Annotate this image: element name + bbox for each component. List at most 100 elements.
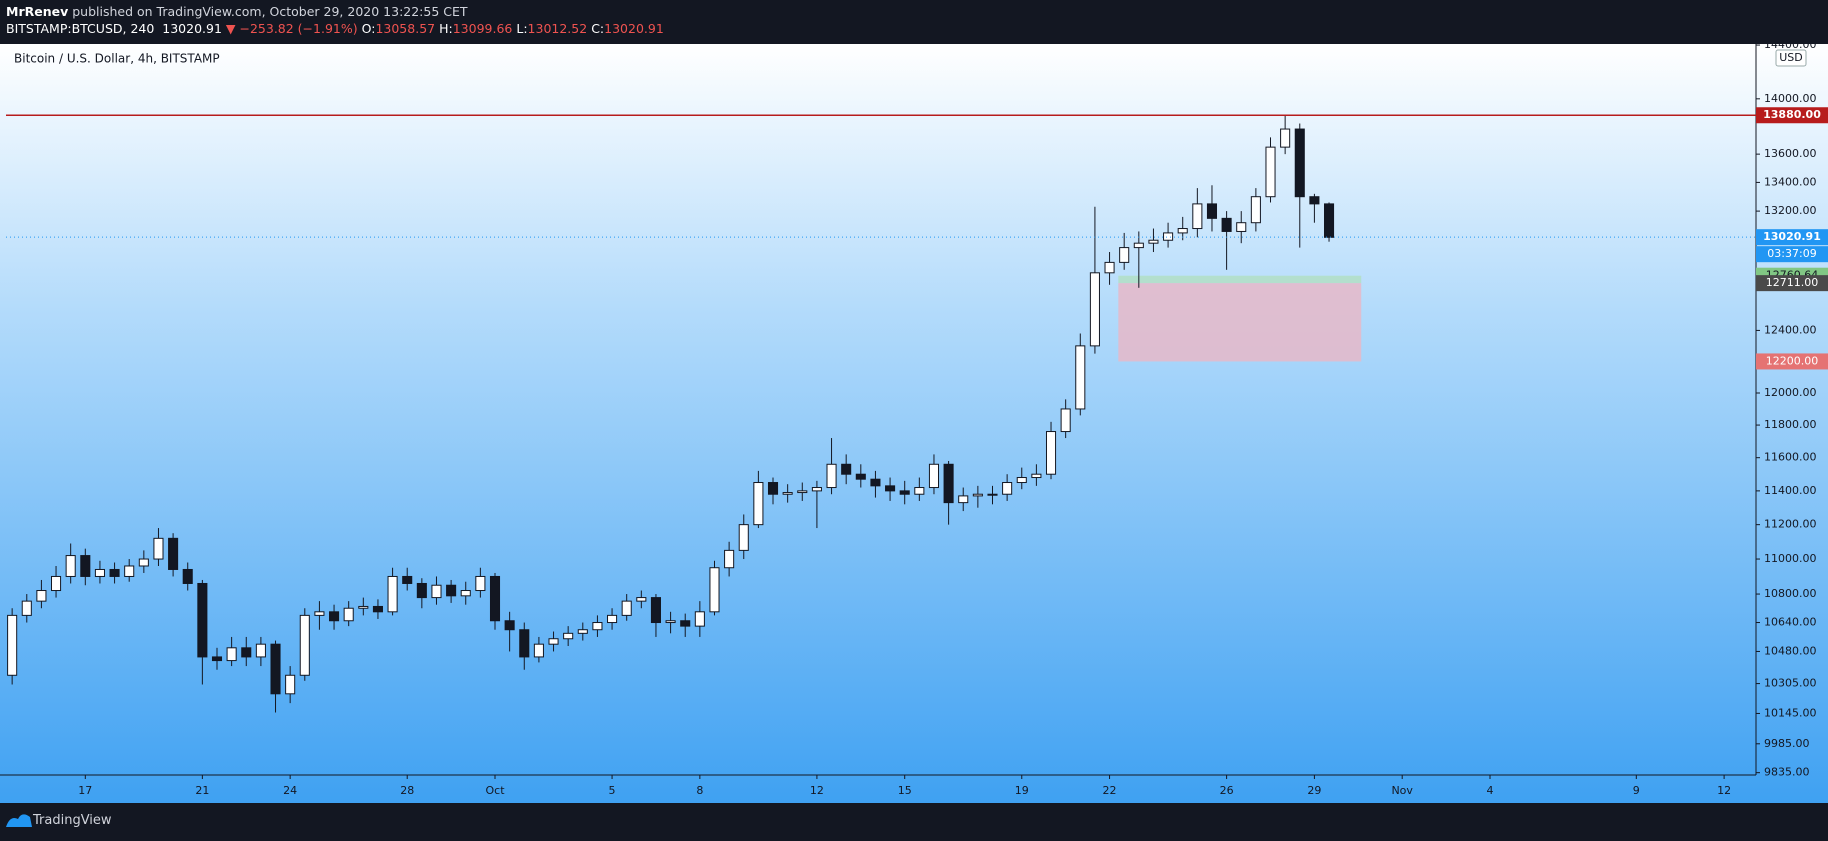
chart: Bitcoin / U.S. Dollar, 4h, BITSTAMP USD …: [0, 44, 1828, 803]
candle-body: [475, 575, 486, 592]
close-label: C:: [591, 21, 605, 36]
candle-body: [153, 537, 164, 560]
zone: [1118, 283, 1362, 362]
x-tick-label: 19: [1015, 784, 1029, 797]
candle-body: [1280, 128, 1291, 148]
candle-body: [94, 568, 105, 577]
x-tick-label: 5: [609, 784, 616, 797]
high-value: 13099.66: [452, 21, 513, 36]
candle-body: [36, 590, 47, 602]
candle-body: [1045, 431, 1057, 475]
currency-box: [1775, 49, 1807, 67]
candle-body: [1163, 232, 1174, 241]
candle-body: [80, 555, 91, 577]
candle-body: [1323, 203, 1335, 238]
candle-body: [504, 620, 515, 631]
x-tick-label: 12: [1717, 784, 1731, 797]
candle-body: [343, 607, 354, 622]
candle-body: [314, 611, 325, 616]
candle-body: [21, 600, 32, 616]
candle-body: [446, 584, 457, 597]
symbol-line: BITSTAMP:BTCUSD, 240 13020.91 ▼ −253.82 …: [6, 21, 664, 36]
candle-body: [694, 611, 705, 627]
y-tick-label: 11000.00: [1764, 552, 1817, 565]
candle-body: [7, 614, 18, 676]
publish-line: MrRenev published on TradingView.com, Oc…: [6, 4, 468, 19]
candle-body: [1075, 345, 1086, 410]
candle-body: [1265, 146, 1276, 198]
y-tick-label: 11200.00: [1764, 518, 1817, 531]
x-tick-label: 12: [810, 784, 824, 797]
x-tick-label: 17: [78, 784, 92, 797]
x-tick-label: 28: [400, 784, 414, 797]
candle-body: [797, 490, 808, 494]
candle-body: [943, 463, 954, 504]
x-tick-label: 29: [1307, 784, 1321, 797]
level-label: 12711.00: [1766, 276, 1819, 289]
countdown-tag: [1756, 246, 1828, 263]
logo: [6, 814, 32, 827]
candle-body: [416, 582, 427, 599]
author: MrRenev: [6, 4, 69, 19]
candle-body: [1221, 217, 1232, 232]
candle-body: [680, 620, 691, 627]
candle-body: [1060, 408, 1071, 433]
candle-body: [533, 643, 544, 658]
currency: USD: [1779, 51, 1803, 64]
last-price: 13020.91: [162, 21, 222, 36]
open-label: O:: [361, 21, 376, 36]
low-label: L:: [516, 21, 528, 36]
low-value: 13012.52: [527, 21, 588, 36]
candle-body: [899, 490, 910, 495]
y-tick-label: 12000.00: [1764, 386, 1817, 399]
candle-body: [841, 463, 852, 475]
x-tick-label: Nov: [1391, 784, 1413, 797]
y-tick-label: 11400.00: [1764, 484, 1817, 497]
x-tick-label: 8: [696, 784, 703, 797]
candle-body: [987, 493, 998, 496]
close-value: 13020.91: [604, 21, 664, 36]
high-label: H:: [439, 21, 453, 36]
candle-body: [402, 575, 413, 584]
candle-body: [1031, 473, 1042, 479]
candle-body: [577, 629, 588, 634]
candle-body: [1192, 203, 1203, 230]
candle-body: [1294, 128, 1305, 198]
candle-body: [826, 463, 837, 489]
candle-body: [138, 558, 149, 567]
zone: [1118, 275, 1362, 284]
brand: TradingView: [33, 813, 112, 828]
candle-body: [665, 620, 676, 624]
candle-body: [928, 463, 940, 489]
candle-body: [650, 597, 661, 624]
candle-body: [197, 582, 208, 658]
candle-body: [1104, 261, 1115, 274]
y-tick-label: 13600.00: [1764, 147, 1817, 160]
candle-body: [753, 482, 764, 526]
change: ▼ −253.82 (−1.91%): [225, 21, 358, 36]
candle-body: [738, 524, 749, 551]
candle-body: [811, 487, 822, 492]
symbol: BITSTAMP:BTCUSD, 240: [6, 21, 155, 36]
candle-body: [211, 656, 223, 662]
level-tag: [1756, 275, 1828, 292]
candle-body: [51, 575, 62, 592]
candle-body: [270, 643, 281, 695]
candle-body: [767, 482, 779, 495]
candle-body: [607, 614, 618, 624]
candle-body: [387, 575, 398, 613]
candle-body: [1133, 242, 1144, 249]
candle-body: [358, 605, 369, 609]
y-tick-label: 14400.00: [1764, 44, 1817, 51]
candle-body: [1148, 239, 1159, 244]
candle-body: [548, 638, 559, 645]
y-tick-label: 10145.00: [1764, 706, 1817, 719]
x-tick-label: 22: [1103, 784, 1117, 797]
y-tick-label: 11800.00: [1764, 418, 1817, 431]
candle-body: [431, 584, 442, 599]
candle-body: [709, 567, 720, 613]
candle-body: [885, 485, 896, 492]
level-label: 12200.00: [1766, 354, 1819, 367]
y-tick-label: 9985.00: [1764, 737, 1810, 750]
candle-body: [182, 568, 193, 584]
